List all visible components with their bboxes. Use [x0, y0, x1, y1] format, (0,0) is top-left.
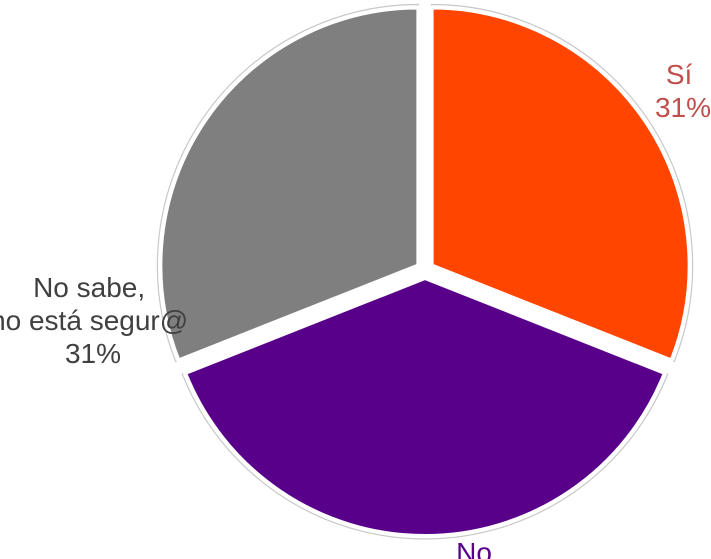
- pie-slice-no[interactable]: [183, 276, 667, 538]
- slice-label-no: No: [456, 537, 492, 559]
- pie-slices: [156, 3, 694, 540]
- pie-slice-no-sabe-outline: [156, 3, 419, 363]
- pie-slice-no-sabe[interactable]: [158, 5, 421, 363]
- pie-labels: Sí 31% No No sabe, no está segur@ 31%: [0, 59, 711, 559]
- slice-label-no-sabe-percent: 31%: [65, 338, 121, 369]
- pie-slice-si[interactable]: [429, 5, 692, 363]
- slice-label-no-sabe-line2: no está segur@: [0, 305, 188, 336]
- pie-slice-no-outline: [181, 277, 669, 540]
- slice-label-si-percent: 31%: [655, 92, 711, 123]
- slice-label-si: Sí 31%: [655, 59, 711, 123]
- slice-label-no-category: No: [456, 537, 492, 559]
- slice-label-no-sabe: No sabe, no está segur@ 31%: [0, 272, 196, 369]
- slice-label-no-sabe-line1: No sabe,: [33, 272, 145, 303]
- slice-label-si-category: Sí: [666, 59, 693, 90]
- pie-slice-si-outline: [431, 3, 694, 363]
